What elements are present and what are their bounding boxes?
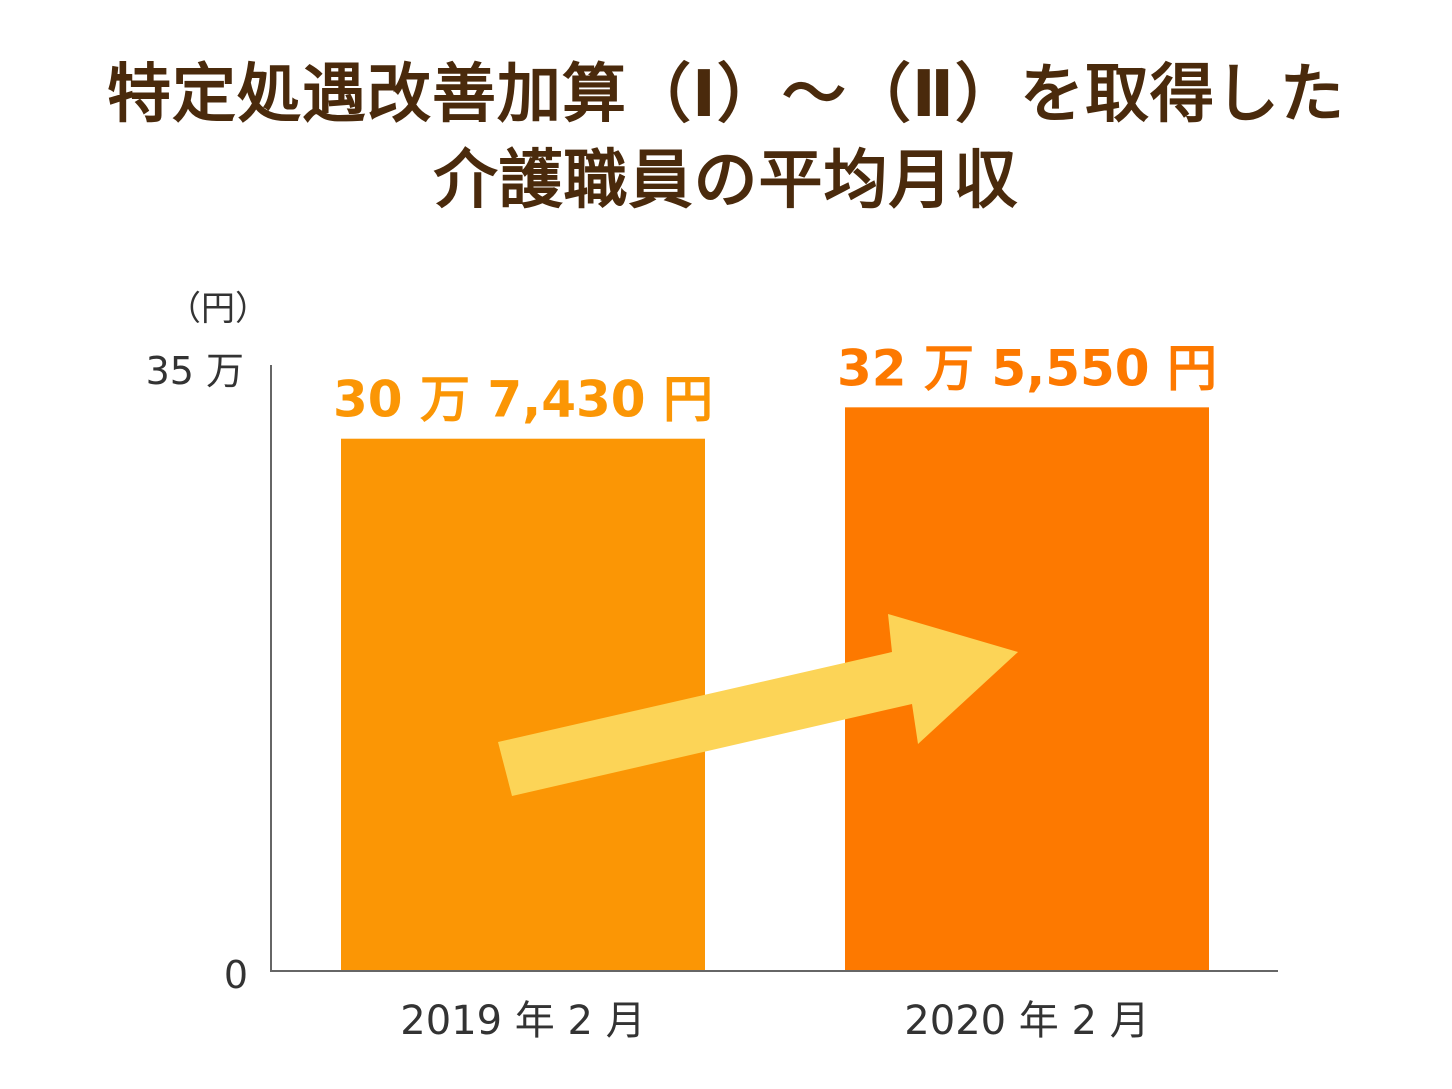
increase-arrow-icon [498, 614, 1018, 796]
x-category-label-2: 2020 年 2 月 [904, 998, 1149, 1044]
x-category-label-1: 2019 年 2 月 [400, 998, 645, 1044]
data-label-1: 30 万 7,430 円 [333, 371, 713, 429]
data-label-2: 32 万 5,550 円 [837, 339, 1217, 397]
chart-title-line2: 介護職員の平均月収 [433, 144, 1019, 218]
y-axis-unit-label: （円） [167, 289, 269, 329]
chart-title: 特定処遇改善加算（Ⅰ）〜（Ⅱ）を取得した 介護職員の平均月収 [0, 52, 1452, 224]
y-tick-label-zero: 0 [224, 953, 248, 997]
bar-1 [341, 438, 705, 971]
y-tick-label-max: 35 万 [146, 349, 244, 393]
chart-title-line1: 特定処遇改善加算（Ⅰ）〜（Ⅱ）を取得した [107, 58, 1345, 132]
